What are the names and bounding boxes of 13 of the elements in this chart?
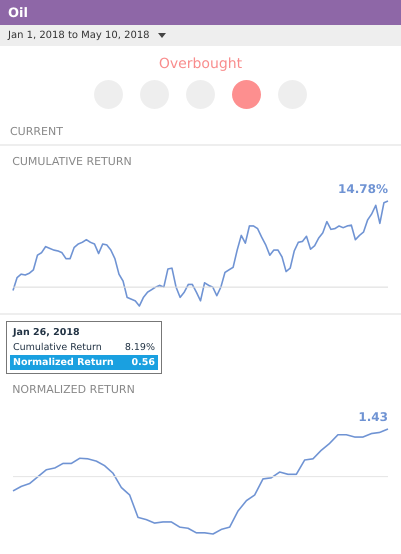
- text: Overbought: [158, 56, 244, 72]
- text: Cumulative Return: [13, 342, 102, 353]
- text: 14.78%: [338, 182, 388, 196]
- text: Normalized Return: [13, 357, 114, 368]
- text: Jan 26, 2018: [12, 326, 81, 340]
- chart-title: CUMULATIVE RETURN: [12, 155, 132, 168]
- text: Oil: [0, 0, 401, 25]
- text: CURRENT: [0, 119, 401, 146]
- text: Jan 1, 2018 to May 10, 2018: [8, 30, 150, 41]
- chart-title: NORMALIZED RETURN: [12, 383, 135, 396]
- text: 1.43: [358, 410, 388, 424]
- text: 8.19%: [124, 342, 155, 353]
- text: 0.56: [132, 357, 155, 368]
